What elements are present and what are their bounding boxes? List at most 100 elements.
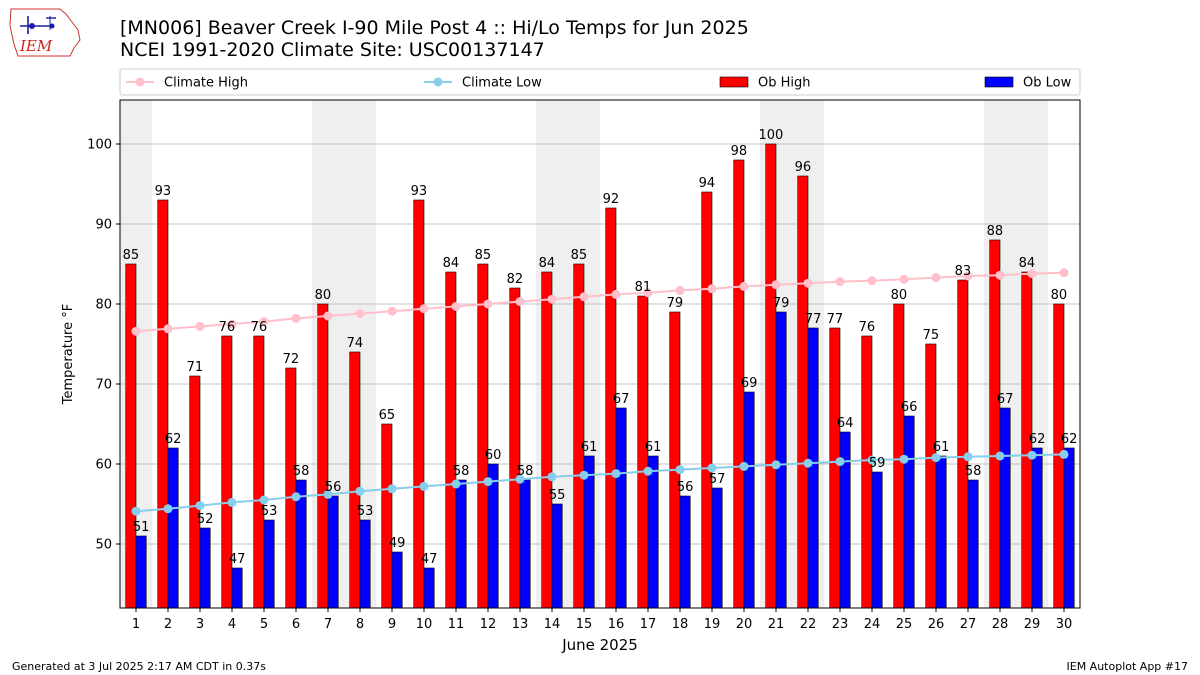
climate-high-point bbox=[291, 313, 301, 323]
ob-high-bar bbox=[573, 263, 585, 609]
ob-low-label: 57 bbox=[709, 472, 726, 487]
ob-low-label: 67 bbox=[997, 392, 1014, 407]
ob-high-label: 80 bbox=[891, 288, 908, 303]
ob-low-label: 66 bbox=[901, 400, 918, 415]
climate-high-point bbox=[835, 277, 845, 287]
ob-high-label: 76 bbox=[859, 320, 876, 335]
ob-high-bar bbox=[413, 199, 425, 609]
legend-label-ob-low: Ob Low bbox=[1023, 76, 1072, 91]
ob-high-label: 84 bbox=[539, 256, 556, 271]
ob-low-bar bbox=[423, 567, 435, 609]
climate-low-point bbox=[163, 504, 173, 514]
ob-high-label: 79 bbox=[667, 296, 684, 311]
ob-low-label: 52 bbox=[197, 512, 214, 527]
x-tick-label: 12 bbox=[480, 617, 497, 632]
ob-low-label: 67 bbox=[613, 392, 630, 407]
ob-high-label: 71 bbox=[187, 360, 204, 375]
ob-low-bar bbox=[551, 503, 563, 609]
ob-low-label: 61 bbox=[645, 440, 662, 455]
ob-high-bar bbox=[477, 263, 489, 609]
climate-low-point bbox=[259, 495, 269, 505]
ob-low-label: 60 bbox=[485, 448, 502, 463]
logo-text: IEM bbox=[19, 37, 53, 55]
ob-high-bar bbox=[445, 271, 457, 609]
plot-frame bbox=[119, 99, 1081, 609]
ob-low-bar bbox=[615, 407, 627, 609]
y-tick-label: 80 bbox=[95, 298, 112, 313]
legend-frame bbox=[119, 68, 1081, 96]
climate-low-point bbox=[1027, 450, 1037, 460]
x-tick-label: 18 bbox=[672, 617, 689, 632]
ob-high-label: 93 bbox=[155, 184, 172, 199]
x-tick-label: 26 bbox=[928, 617, 945, 632]
ob-high-label: 82 bbox=[507, 272, 524, 287]
ob-low-label: 79 bbox=[773, 296, 790, 311]
x-tick-label: 2 bbox=[164, 617, 172, 632]
ob-high-bar bbox=[349, 351, 361, 609]
ob-high-label: 77 bbox=[827, 312, 844, 327]
ob-low-label: 47 bbox=[421, 552, 438, 567]
climate-high-point bbox=[547, 294, 557, 304]
app-credit: IEM Autoplot App #17 bbox=[1066, 660, 1189, 673]
x-tick-label: 13 bbox=[512, 617, 529, 632]
ob-high-bar bbox=[221, 335, 233, 609]
climate-high-point bbox=[995, 270, 1005, 280]
ob-low-label: 58 bbox=[293, 464, 310, 479]
legend-swatch-ob-low bbox=[984, 76, 1014, 88]
ob-low-label: 61 bbox=[933, 440, 950, 455]
ob-high-label: 72 bbox=[283, 352, 300, 367]
climate-low-point bbox=[963, 452, 973, 462]
ob-high-bar bbox=[509, 287, 521, 609]
ob-high-bar bbox=[797, 175, 809, 609]
x-tick-label: 7 bbox=[324, 617, 332, 632]
climate-high-point bbox=[387, 306, 397, 316]
x-tick-label: 5 bbox=[260, 617, 268, 632]
ob-low-bar bbox=[647, 455, 659, 609]
ob-high-label: 88 bbox=[987, 224, 1004, 239]
y-tick-label: 100 bbox=[87, 138, 112, 153]
x-tick-label: 23 bbox=[832, 617, 849, 632]
ob-low-bar bbox=[359, 519, 371, 609]
climate-high-point bbox=[355, 309, 365, 319]
ob-low-label: 58 bbox=[517, 464, 534, 479]
x-tick-label: 30 bbox=[1056, 617, 1073, 632]
ob-high-bar bbox=[317, 303, 329, 609]
y-tick-label: 70 bbox=[95, 378, 112, 393]
climate-high-point bbox=[227, 319, 237, 329]
ob-low-bar bbox=[679, 495, 691, 609]
ob-low-bar bbox=[935, 455, 947, 609]
ob-low-bar bbox=[199, 527, 211, 609]
climate-high-point bbox=[675, 285, 685, 295]
ob-high-label: 96 bbox=[795, 160, 812, 175]
climate-high-point bbox=[515, 297, 525, 307]
ob-low-bar bbox=[871, 471, 883, 609]
ob-high-bar bbox=[157, 199, 169, 609]
ob-low-bar bbox=[807, 327, 819, 609]
ob-low-label: 64 bbox=[837, 416, 854, 431]
climate-low-point bbox=[387, 484, 397, 494]
climate-high-point bbox=[483, 299, 493, 309]
ob-high-bar bbox=[381, 423, 393, 609]
ob-high-bar bbox=[701, 191, 713, 609]
legend-marker-climate-low bbox=[433, 77, 443, 87]
x-tick-label: 21 bbox=[768, 617, 785, 632]
x-tick-label: 3 bbox=[196, 617, 204, 632]
legend-marker-climate-high bbox=[135, 77, 145, 87]
ob-low-label: 62 bbox=[1029, 432, 1046, 447]
climate-high-point bbox=[419, 304, 429, 314]
x-tick-label: 4 bbox=[228, 617, 236, 632]
ob-high-label: 80 bbox=[1051, 288, 1068, 303]
ob-low-label: 53 bbox=[261, 504, 278, 519]
climate-low-point bbox=[867, 455, 877, 465]
generated-timestamp: Generated at 3 Jul 2025 2:17 AM CDT in 0… bbox=[12, 660, 266, 673]
legend-label-climate-high: Climate High bbox=[164, 76, 248, 91]
ob-high-label: 98 bbox=[731, 144, 748, 159]
x-tick-label: 11 bbox=[448, 617, 465, 632]
climate-low-point bbox=[227, 497, 237, 507]
y-axis-label: Temperature °F bbox=[61, 304, 76, 405]
climate-high-point bbox=[867, 276, 877, 286]
climate-low-point bbox=[579, 470, 589, 480]
ob-high-label: 85 bbox=[475, 248, 492, 263]
climate-low-point bbox=[771, 460, 781, 470]
ob-high-label: 92 bbox=[603, 192, 620, 207]
